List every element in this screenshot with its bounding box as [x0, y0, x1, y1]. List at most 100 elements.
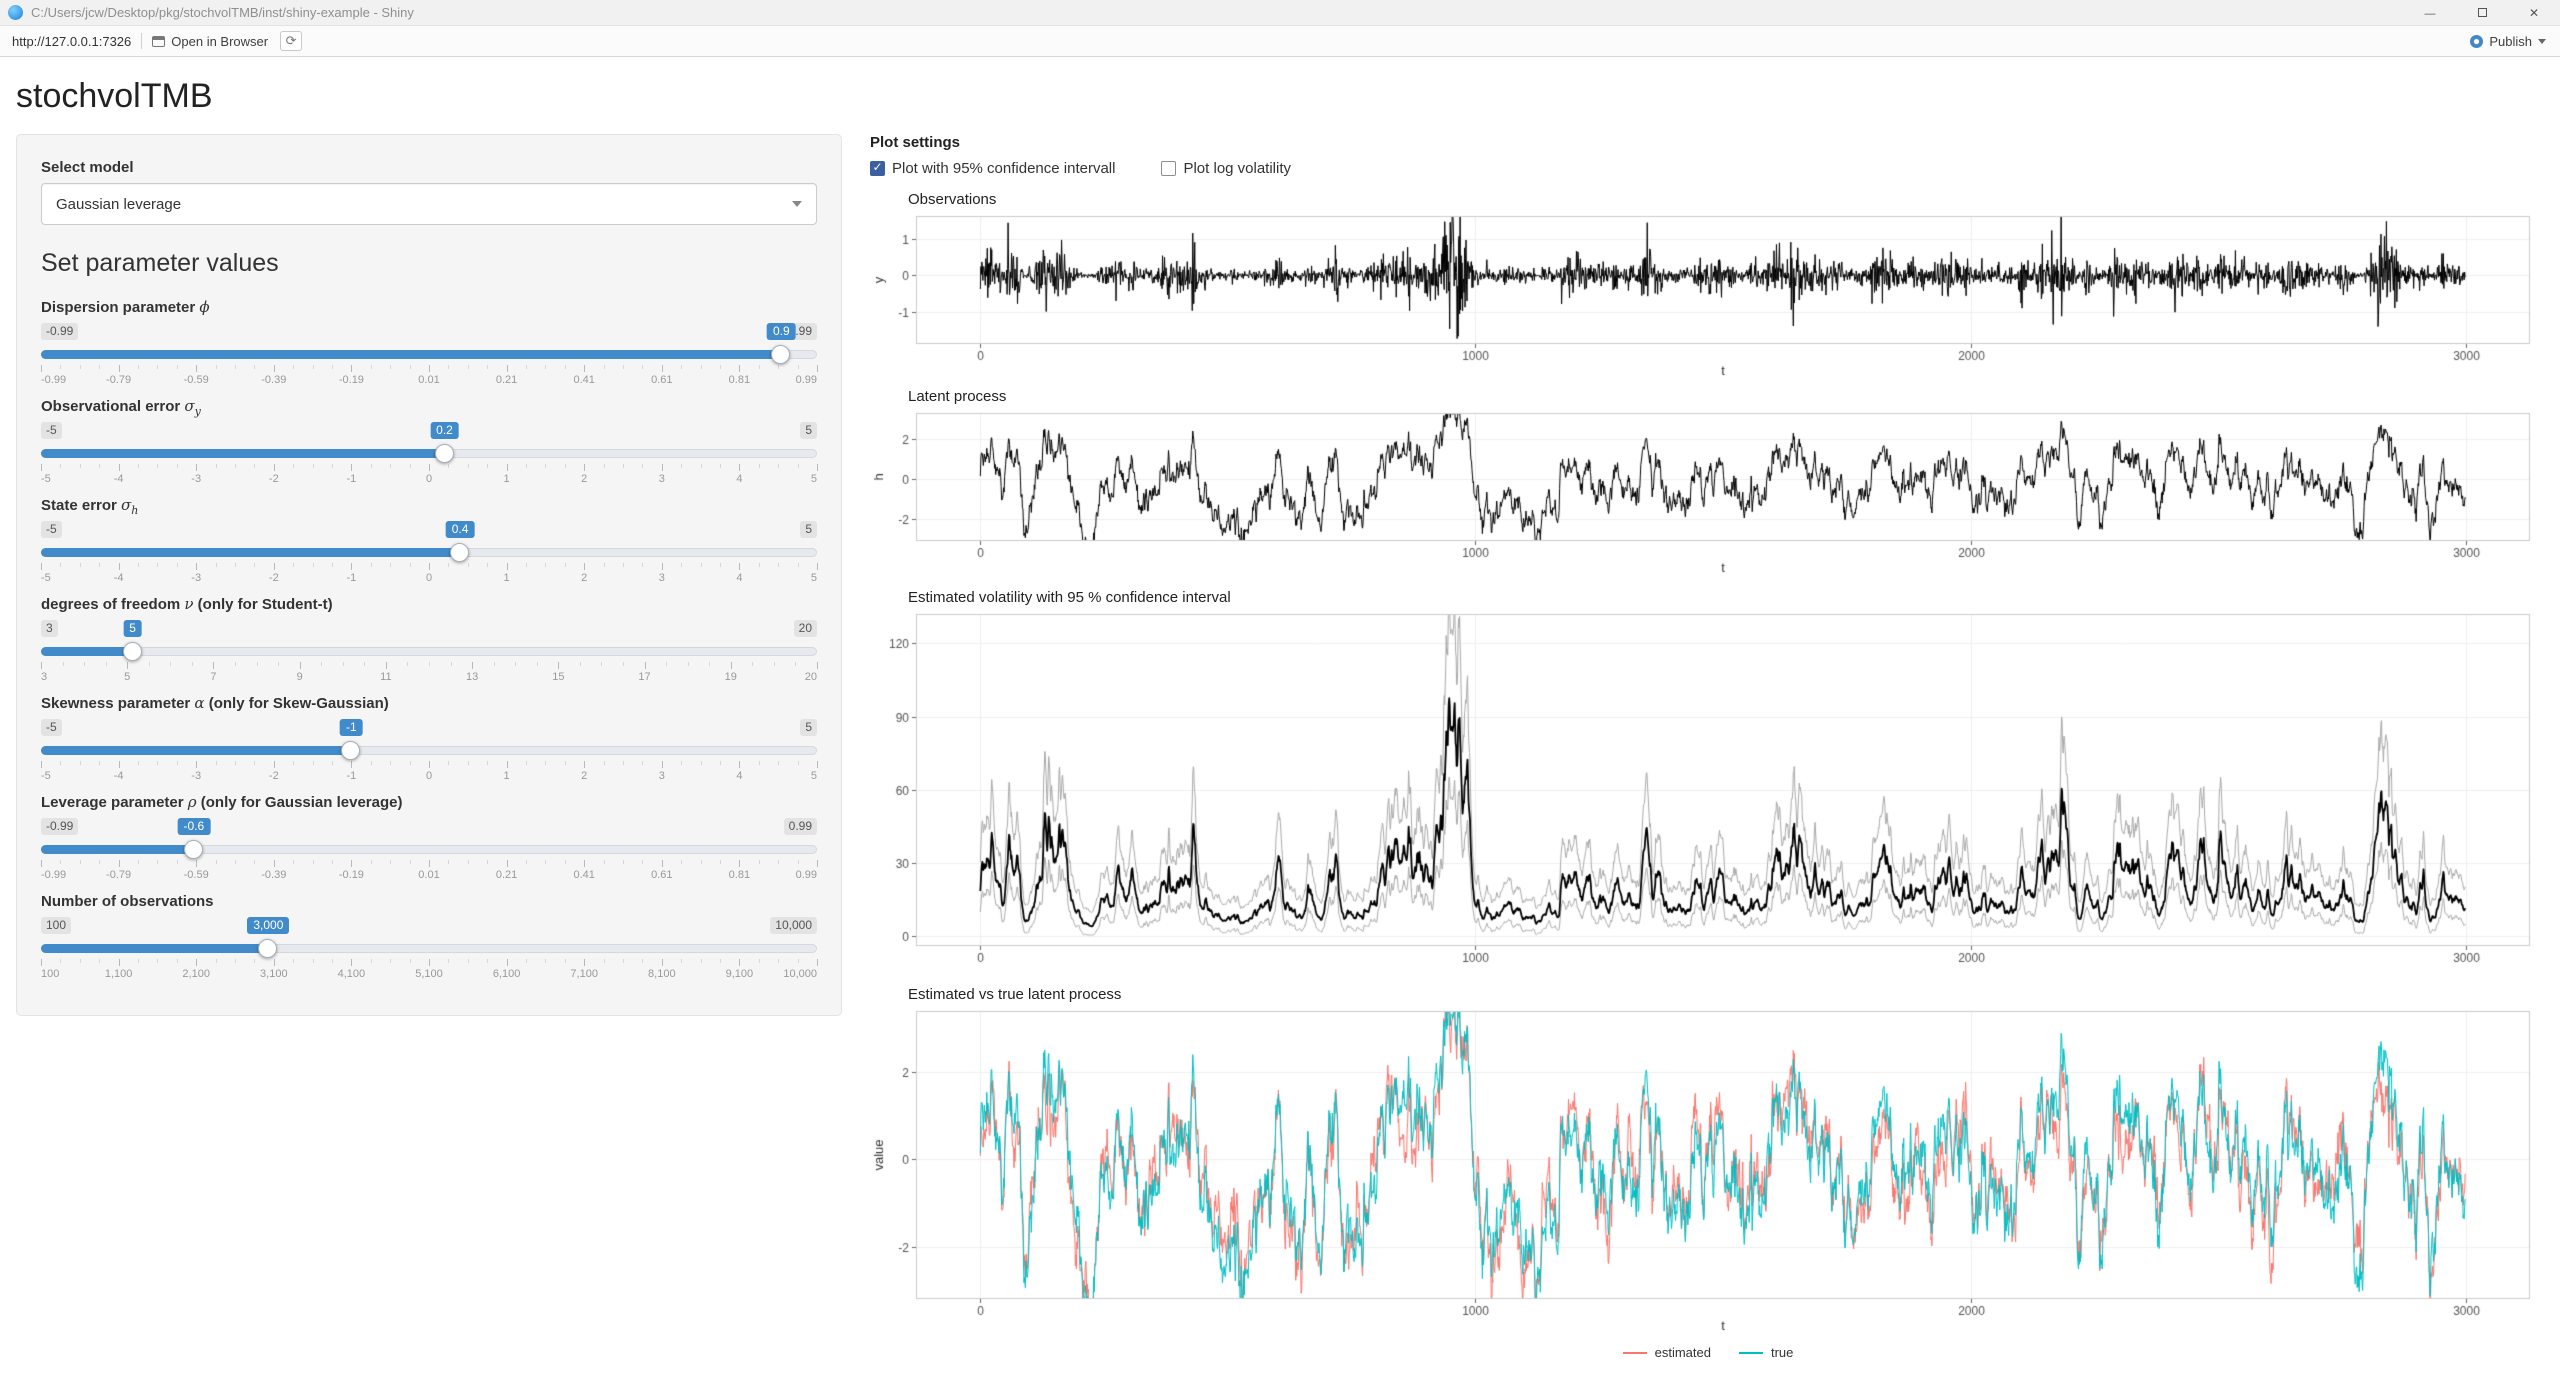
slider-handle[interactable]	[122, 642, 142, 661]
slider-grid-minor-tick	[467, 563, 469, 567]
publish-caret-icon	[2538, 38, 2546, 44]
slider-grid-label: -1	[346, 473, 357, 485]
slider-filled-bar	[41, 449, 445, 458]
slider-handle[interactable]	[183, 840, 203, 859]
slider-grid-label: -0.39	[261, 374, 287, 386]
slider-grid-minor-tick	[176, 365, 178, 369]
slider-grid-minor-tick	[526, 563, 527, 567]
slider-grid-tick	[506, 464, 508, 471]
slider-grid-minor-tick	[409, 563, 411, 567]
minimize-button[interactable]	[2404, 0, 2456, 25]
slider-grid-tick	[661, 365, 663, 372]
slider-control[interactable]: -0.99 0.99 -0.6 -0.99 -0.79 -0.59 -0.39 -0.1…	[41, 818, 818, 882]
slider-grid-tick	[584, 860, 586, 867]
slider-grid-tick	[506, 860, 508, 867]
slider-label-pre: Observational error	[41, 398, 185, 415]
slider-grid-minor-tick	[564, 761, 566, 765]
slider-value-bubble: -0.6	[177, 818, 211, 835]
slider-grid-minor-tick	[332, 464, 333, 468]
slider-grid: -0.99 -0.79 -0.59 -0.39 -0.19 0.01 0.21 0.41 0.6…	[41, 860, 818, 882]
slider-grid-label: 4	[736, 770, 743, 782]
slider-grid-minor-tick	[105, 662, 107, 666]
slider-control[interactable]: 3 20 5 3 5 7 9 11 13 15 17 19 20	[41, 620, 818, 684]
slider-grid-label: -5	[41, 770, 51, 782]
slider-grid-minor-tick	[390, 860, 392, 864]
slider-handle[interactable]	[450, 543, 470, 562]
main-panel: Plot settings Plot with 95% confidence i…	[870, 134, 2546, 1360]
slider-grid-tick	[385, 662, 387, 669]
slider-grid-minor-tick	[681, 761, 683, 765]
slider-grid-label: 13	[465, 671, 479, 683]
slider-grid-label: 1	[503, 473, 510, 485]
slider-grid-minor-tick	[235, 365, 236, 369]
slider-grid-label: 3	[658, 572, 665, 584]
checkbox-box[interactable]	[1161, 161, 1177, 176]
slider-grid-minor-tick	[170, 662, 172, 666]
slider-handle[interactable]	[341, 741, 361, 760]
slider-grid-minor-tick	[642, 464, 644, 468]
slider-grid-label: 20	[804, 671, 817, 683]
plot-setting-checkbox-0[interactable]: Plot with 95% confidence intervall	[870, 160, 1115, 177]
slider-grid: -5 -4 -3 -2 -1 0 1 2 3 4 5	[41, 761, 818, 783]
slider-grid-label: 0.61	[651, 374, 673, 386]
checkbox-box[interactable]	[870, 160, 885, 176]
slider-grid-tick	[41, 365, 42, 372]
open-in-browser-button[interactable]: Open in Browser	[152, 34, 268, 49]
maximize-button[interactable]	[2456, 0, 2508, 25]
slider-grid-tick	[584, 365, 586, 372]
slider-grid-label: 0.81	[728, 869, 751, 881]
slider-grid-tick	[351, 860, 353, 867]
slider-grid-minor-tick	[642, 761, 644, 765]
slider-grid-minor-tick	[148, 662, 150, 666]
slider-control[interactable]: 100 10,000 3,000 100 1,100 2,100 3,100 4,100…	[41, 917, 818, 981]
slider-grid-label: -2	[268, 572, 279, 584]
slider-grid-tick	[661, 464, 663, 471]
slider-grid-tick	[41, 959, 42, 966]
slider-symbol: α	[194, 694, 205, 712]
slider-control[interactable]: -5 5 0.2 -5 -4 -3 -2 -1 0 1 2 3 4 5	[41, 422, 818, 486]
close-button[interactable]	[2508, 0, 2560, 25]
slider-grid-minor-tick	[60, 761, 62, 765]
slider-grid-label: 2	[581, 473, 588, 485]
slider-grid-tick	[41, 761, 42, 768]
slider-grid-tick	[817, 464, 818, 471]
model-select[interactable]: Gaussian leverage	[41, 183, 817, 225]
reload-button[interactable]	[280, 31, 303, 51]
slider-grid-minor-tick	[467, 365, 469, 369]
slider-handle[interactable]	[771, 345, 791, 364]
plot-settings-row: Plot with 95% confidence intervall Plot …	[870, 160, 2546, 177]
slider-handle[interactable]	[434, 444, 454, 463]
slider-grid-minor-tick	[487, 464, 489, 468]
slider-value-bubble: 0.4	[445, 521, 475, 538]
slider-control[interactable]: -0.99 0.99 0.9 -0.99 -0.79 -0.59 -0.39 -0.19…	[41, 323, 818, 387]
slider-grid-label: 9	[296, 671, 303, 683]
slider-grid-label: 15	[552, 671, 565, 683]
slider-control[interactable]: -5 5 0.4 -5 -4 -3 -2 -1 0 1 2 3 4 5	[41, 521, 818, 585]
slider-filled-bar	[41, 845, 194, 854]
slider-grid: -5 -4 -3 -2 -1 0 1 2 3 4 5	[41, 464, 818, 486]
slider-grid-minor-tick	[99, 563, 101, 567]
slider-filled-bar	[41, 944, 269, 953]
slider-handle[interactable]	[258, 939, 278, 958]
slider-grid-minor-tick	[487, 860, 489, 864]
slider-grid-minor-tick	[157, 464, 159, 468]
slider-grid-label: 11	[380, 671, 392, 683]
slider-grid-minor-tick	[797, 860, 799, 864]
slider-value-bubble: 5	[123, 620, 142, 637]
slider-grid-minor-tick	[467, 761, 469, 765]
slider-grid-minor-tick	[312, 563, 314, 567]
slider-control[interactable]: -5 5 -1 -5 -4 -3 -2 -1 0 1 2 3 4 5	[41, 719, 818, 783]
slider-grid-minor-tick	[138, 563, 139, 567]
slider-grid-label: -0.99	[41, 869, 67, 881]
slider-grid-minor-tick	[487, 959, 489, 963]
slider-track[interactable]	[41, 647, 817, 656]
slider-grid-label: 0.99	[795, 869, 817, 881]
publish-button[interactable]: Publish	[2470, 34, 2546, 49]
slider-grid-minor-tick	[700, 860, 702, 864]
slider-grid-minor-tick	[758, 563, 760, 567]
slider-grid-tick	[817, 563, 818, 570]
sliders: Dispersion parameter ϕ -0.99 0.99 0.9 -0…	[41, 298, 818, 981]
slider-symbol: ν	[184, 595, 194, 613]
plot-setting-checkbox-1[interactable]: Plot log volatility	[1161, 160, 1291, 177]
slider-grid-minor-tick	[321, 662, 323, 666]
